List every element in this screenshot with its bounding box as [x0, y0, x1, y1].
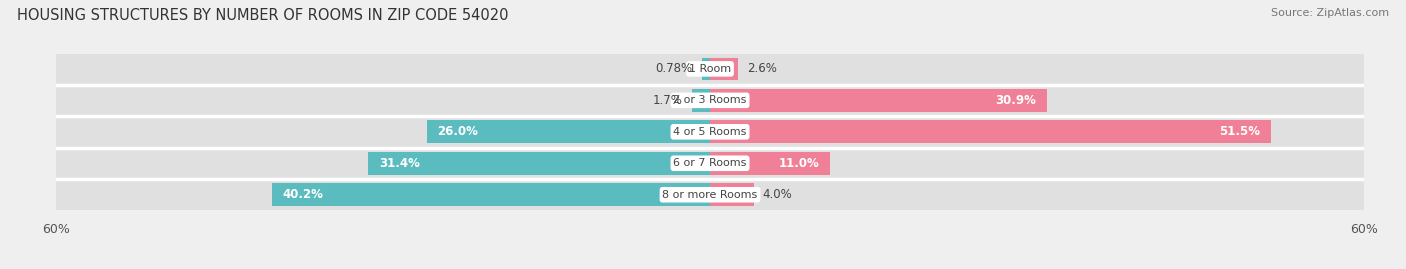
Text: 0.78%: 0.78% — [655, 62, 693, 75]
Text: 4.0%: 4.0% — [762, 188, 792, 201]
Text: HOUSING STRUCTURES BY NUMBER OF ROOMS IN ZIP CODE 54020: HOUSING STRUCTURES BY NUMBER OF ROOMS IN… — [17, 8, 509, 23]
Bar — [427, 121, 710, 143]
Text: 4 or 5 Rooms: 4 or 5 Rooms — [673, 127, 747, 137]
Bar — [271, 183, 710, 206]
Bar — [56, 148, 1364, 179]
Bar — [710, 183, 754, 206]
Text: 6 or 7 Rooms: 6 or 7 Rooms — [673, 158, 747, 168]
Text: 8 or more Rooms: 8 or more Rooms — [662, 190, 758, 200]
Bar — [56, 54, 1364, 84]
Bar — [710, 89, 1046, 112]
Bar — [56, 116, 1364, 147]
Text: 1.7%: 1.7% — [652, 94, 683, 107]
Text: 30.9%: 30.9% — [995, 94, 1036, 107]
Text: 40.2%: 40.2% — [283, 188, 323, 201]
Text: 51.5%: 51.5% — [1219, 125, 1260, 138]
Bar — [56, 179, 1364, 210]
Text: 1 Room: 1 Room — [689, 64, 731, 74]
Text: 26.0%: 26.0% — [437, 125, 478, 138]
Bar — [710, 152, 830, 175]
Bar — [710, 58, 738, 80]
Bar — [710, 121, 1271, 143]
Bar — [702, 58, 710, 80]
Text: 11.0%: 11.0% — [779, 157, 818, 170]
Bar — [368, 152, 710, 175]
Text: Source: ZipAtlas.com: Source: ZipAtlas.com — [1271, 8, 1389, 18]
Bar — [56, 85, 1364, 116]
Text: 31.4%: 31.4% — [378, 157, 419, 170]
Text: 2.6%: 2.6% — [747, 62, 778, 75]
Text: 2 or 3 Rooms: 2 or 3 Rooms — [673, 95, 747, 105]
Bar — [692, 89, 710, 112]
